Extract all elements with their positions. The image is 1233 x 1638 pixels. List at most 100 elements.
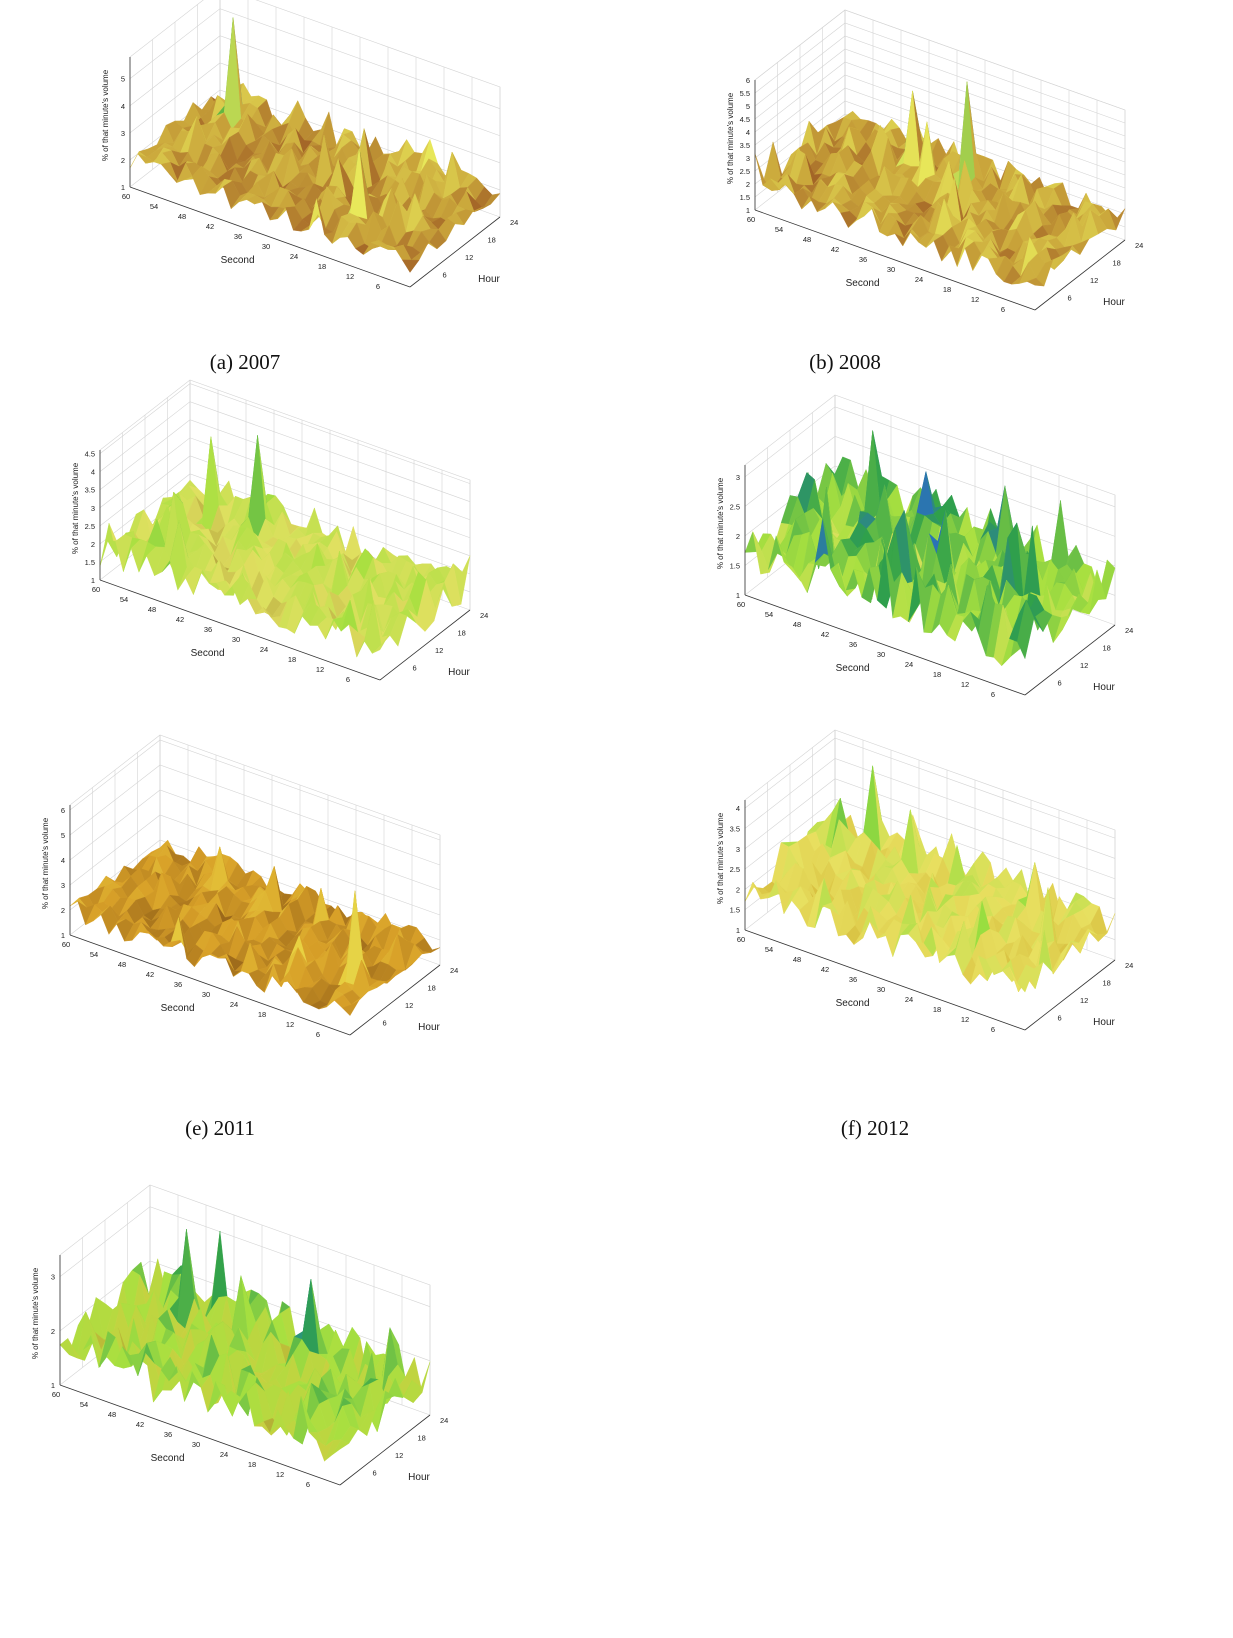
y-tick-label: 12	[435, 646, 443, 655]
x-tick-label: 24	[230, 1000, 238, 1009]
x-tick-label: 60	[62, 940, 70, 949]
z-tick-label: 5	[746, 102, 750, 111]
x-tick-label: 54	[90, 950, 98, 959]
x-axis-title: Second	[836, 663, 870, 674]
x-tick-label: 42	[146, 970, 154, 979]
z-tick-label: 4	[91, 468, 95, 477]
x-tick-label: 18	[248, 1460, 256, 1469]
x-axis-title: Second	[846, 278, 880, 289]
y-tick-label: 12	[1080, 996, 1088, 1005]
chart-e-2011: 60 54 48 42 36 30 24 18 12 6 6 12 18 24 1 2 3 4 5 6 Second Ho…	[30, 734, 458, 1080]
z-tick-label: 6	[746, 76, 750, 85]
surface-mesh	[59, 1229, 431, 1462]
x-tick-label: 42	[176, 615, 184, 624]
x-tick-label: 30	[232, 635, 240, 644]
z-tick-label: 5.5	[740, 89, 750, 98]
z-tick-label: 3	[746, 154, 750, 163]
chart-g: 60 54 48 42 36 30 24 18 12 6 6 12 18 24 1 2 3 Second Hour%…	[20, 1184, 448, 1530]
z-axis-title: % of that minute's volume	[101, 69, 110, 161]
x-tick-label: 36	[234, 232, 242, 241]
x-tick-label: 60	[122, 192, 130, 201]
z-tick-label: 3	[121, 129, 125, 138]
front-axes: 60 54 48 42 36 30 24 18 12 6 6 12 18 24 1 1.5 2 2.5 3 Secon…	[716, 465, 1133, 699]
z-tick-label: 2	[736, 885, 740, 894]
y-tick-label: 24	[1125, 961, 1133, 970]
y-axis-title: Hour	[1093, 682, 1115, 693]
z-tick-label: 5	[61, 831, 65, 840]
surface-mesh	[99, 435, 471, 658]
x-tick-label: 24	[290, 252, 298, 261]
x-tick-label: 6	[991, 690, 995, 699]
x-tick-label: 48	[793, 955, 801, 964]
x-tick-label: 30	[262, 242, 270, 251]
x-tick-label: 54	[765, 945, 773, 954]
surface-plot-6: 60544842363024181266121824123SecondHour%…	[31, 1184, 448, 1489]
chart-b-2008: 60 54 48 42 36 30 24 18 12 6 6 12 18 24 1 1.5 2 2.5 3 3.5 4 4…	[715, 9, 1143, 355]
x-tick-label: 6	[346, 675, 350, 684]
surface-plot-1: 60 54 48 42 36 30 24 18 12 6 6 12 18 24 1 1.5 2 2.5 3 3.5 4 4…	[726, 9, 1143, 314]
x-tick-label: 30	[202, 990, 210, 999]
y-axis-title: Hour	[1093, 1017, 1115, 1028]
y-axis-title: Hour	[418, 1022, 440, 1033]
z-tick-label: 2	[91, 540, 95, 549]
z-tick-label: 2	[746, 180, 750, 189]
y-tick-label: 24	[1125, 626, 1133, 635]
x-tick-label: 18	[258, 1010, 266, 1019]
y-tick-label: 6	[1058, 1014, 1062, 1023]
x-tick-label: 18	[933, 670, 941, 679]
y-tick-label: 6	[383, 1019, 387, 1028]
y-tick-label: 12	[465, 253, 473, 262]
x-tick-label: 30	[887, 265, 895, 274]
front-axes: 60544842363024181266121824123SecondHour%…	[31, 1255, 448, 1489]
y-tick-label: 6	[1058, 679, 1062, 688]
z-tick-label: 1	[746, 206, 750, 215]
x-tick-label: 18	[933, 1005, 941, 1014]
chart-f-2012: 60 54 48 42 36 30 24 18 12 6 6 12 18 24 1 1.5 2 2.5 3 3.5 4 S…	[705, 729, 1133, 1075]
x-tick-label: 54	[120, 595, 128, 604]
z-tick-label: 4.5	[740, 115, 750, 124]
z-tick-label: 3	[736, 845, 740, 854]
x-tick-label: 36	[164, 1430, 172, 1439]
x-axis-title: Second	[161, 1003, 195, 1014]
z-tick-label: 1	[91, 576, 95, 585]
z-tick-label: 5	[121, 75, 125, 84]
x-tick-label: 48	[118, 960, 126, 969]
z-axis-title: % of that minute's volume	[71, 462, 80, 554]
z-tick-label: 1.5	[730, 906, 740, 915]
x-tick-label: 12	[286, 1020, 294, 1029]
x-tick-label: 42	[831, 245, 839, 254]
y-tick-label: 24	[1135, 241, 1143, 250]
x-tick-label: 60	[737, 935, 745, 944]
x-tick-label: 36	[849, 640, 857, 649]
surface-plot-0: 6054484236302418126612182412345SecondHou…	[101, 0, 518, 291]
z-tick-label: 3.5	[85, 486, 95, 495]
x-tick-label: 18	[318, 262, 326, 271]
y-tick-label: 24	[450, 966, 458, 975]
x-tick-label: 30	[877, 985, 885, 994]
y-tick-label: 12	[1080, 661, 1088, 670]
x-tick-label: 12	[961, 1015, 969, 1024]
x-tick-label: 54	[765, 610, 773, 619]
z-tick-label: 3	[91, 504, 95, 513]
chart-c: 60 54 48 42 36 30 24 18 12 6 6 12 18 24 1 1.5 2 2.5 3 3.5 4 4…	[60, 379, 488, 725]
front-axes: 60 54 48 42 36 30 24 18 12 6 6 12 18 24 1 1.5 2 2.5 3 3.5 4 4…	[71, 450, 488, 684]
z-tick-label: 1	[121, 183, 125, 192]
surface-plot-4: 60544842363024181266121824123456SecondHo…	[41, 734, 458, 1039]
surface-plot-2: 60 54 48 42 36 30 24 18 12 6 6 12 18 24 1 1.5 2 2.5 3 3.5 4 4…	[71, 379, 488, 684]
y-tick-label: 12	[1090, 276, 1098, 285]
x-tick-label: 12	[276, 1470, 284, 1479]
x-tick-label: 12	[346, 272, 354, 281]
z-tick-label: 2.5	[85, 522, 95, 531]
x-tick-label: 12	[961, 680, 969, 689]
x-axis-title: Second	[221, 255, 255, 266]
z-tick-label: 2	[736, 532, 740, 541]
z-axis-title: % of that minute's volume	[31, 1267, 40, 1359]
z-tick-label: 3	[51, 1273, 55, 1282]
z-tick-label: 1.5	[740, 193, 750, 202]
surface-mesh	[129, 17, 501, 273]
z-tick-label: 2	[121, 156, 125, 165]
z-axis-title: % of that minute's volume	[726, 92, 735, 184]
y-tick-label: 6	[373, 1469, 377, 1478]
z-axis-title: % of that minute's volume	[716, 477, 725, 569]
z-tick-label: 4	[736, 804, 740, 813]
